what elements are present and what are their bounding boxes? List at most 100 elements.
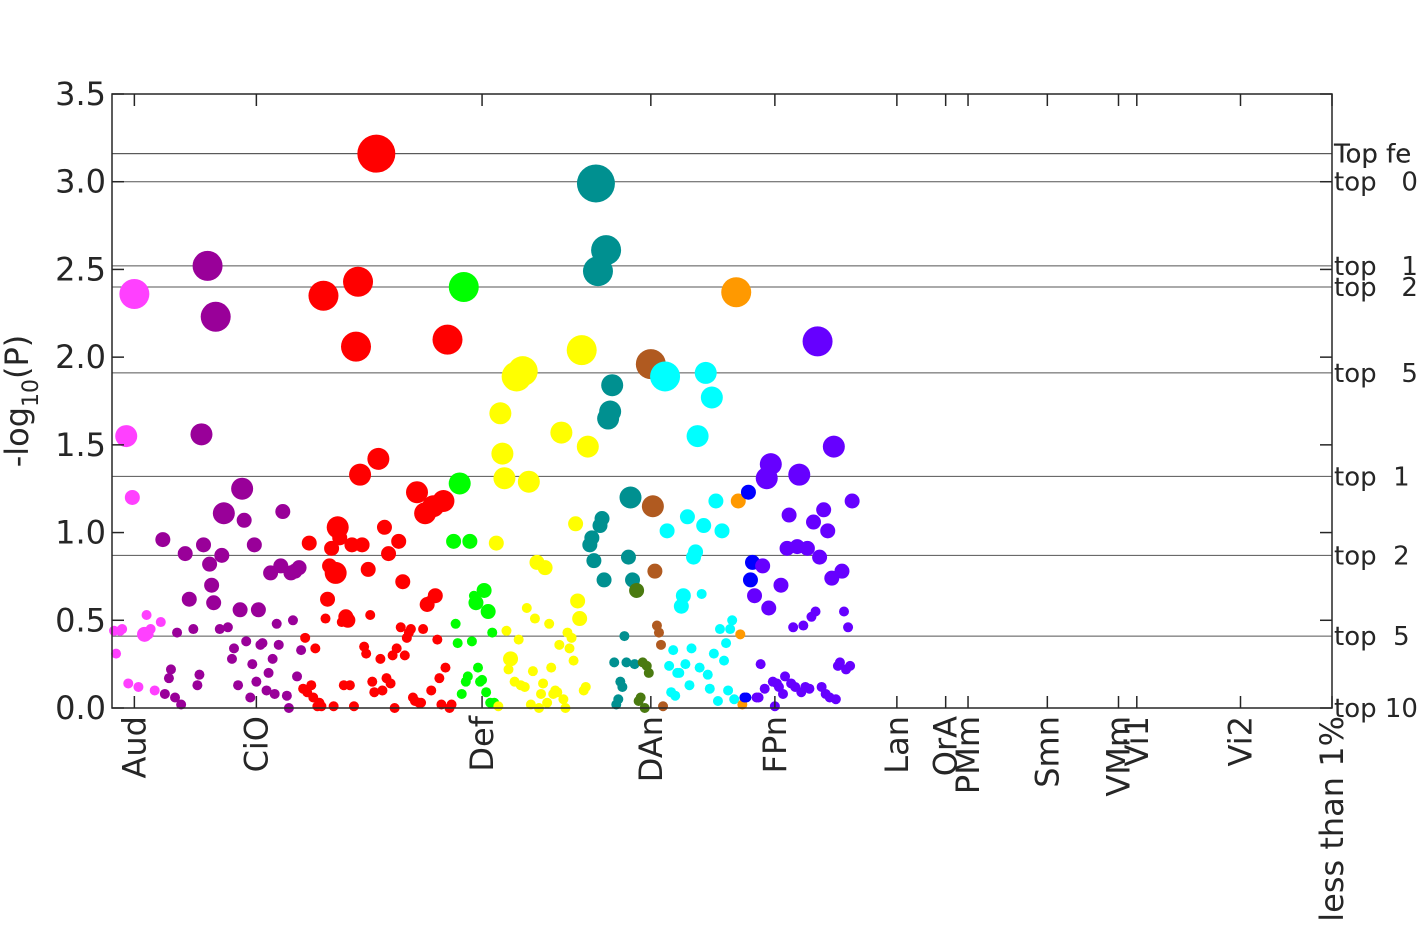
data-point (741, 692, 752, 703)
x-tick-label: VMm (1100, 716, 1138, 797)
data-point (641, 495, 664, 518)
data-point (301, 535, 317, 551)
data-point (656, 639, 666, 650)
data-point (448, 271, 479, 302)
data-point (799, 540, 815, 556)
data-point (694, 361, 717, 384)
data-point (190, 423, 213, 446)
data-point (316, 701, 327, 712)
data-point (369, 687, 380, 698)
data-point (365, 610, 376, 621)
data-point (507, 356, 538, 387)
data-point (473, 662, 483, 673)
y-tick-label: 2.0 (55, 338, 106, 376)
data-point (674, 667, 685, 678)
data-point (599, 400, 622, 423)
data-point (320, 613, 331, 624)
data-point (554, 639, 565, 650)
data-point (361, 648, 372, 659)
data-point (462, 671, 473, 682)
data-point (263, 667, 274, 678)
data-point (725, 624, 736, 635)
data-point (328, 701, 339, 712)
data-point (552, 687, 563, 698)
data-point (568, 655, 579, 666)
data-point (525, 699, 536, 710)
data-point (229, 643, 239, 654)
data-point (348, 701, 359, 712)
data-point (177, 546, 193, 562)
data-point (619, 486, 642, 509)
data-point (246, 537, 262, 553)
data-point (529, 613, 540, 624)
data-point (385, 678, 396, 689)
data-point (753, 692, 764, 703)
data-point (324, 540, 340, 556)
data-point (204, 577, 220, 593)
data-point (747, 588, 763, 604)
data-point (834, 657, 845, 668)
data-point (202, 556, 218, 572)
data-point (155, 532, 171, 548)
data-point (812, 549, 828, 565)
data-point (684, 680, 695, 691)
data-point (781, 507, 797, 523)
data-point (647, 563, 663, 579)
data-point (806, 514, 821, 530)
data-point (222, 622, 233, 633)
data-point (165, 664, 176, 675)
data-point (214, 547, 230, 563)
data-point (367, 447, 390, 470)
data-point (200, 301, 231, 332)
data-point (212, 502, 235, 525)
data-point (247, 659, 258, 670)
x-tick-label: less than 1% (1313, 716, 1351, 922)
data-point (546, 662, 557, 673)
data-point (820, 523, 836, 539)
data-point (133, 681, 144, 692)
data-point (141, 610, 152, 621)
data-point (124, 489, 140, 505)
data-point (119, 278, 150, 309)
data-point (432, 324, 463, 355)
data-point (542, 697, 553, 708)
data-point (456, 688, 467, 699)
y-axis-label-main: -log (0, 407, 36, 467)
data-point (233, 680, 244, 691)
data-point (572, 611, 588, 627)
y-tick-label: 3.5 (55, 75, 106, 113)
y-tick-label: 1.0 (55, 514, 106, 552)
threshold-label: top 5 (1334, 359, 1417, 389)
data-point (723, 685, 734, 696)
data-point (729, 694, 740, 705)
data-point (576, 164, 615, 203)
data-point (251, 676, 262, 687)
data-point (570, 593, 586, 609)
data-point (721, 638, 732, 649)
data-point (214, 624, 225, 635)
data-point (501, 625, 512, 636)
data-point (432, 634, 443, 645)
data-point (476, 582, 492, 598)
data-point (686, 425, 709, 448)
data-point (596, 572, 612, 588)
data-point (564, 643, 575, 654)
data-point (446, 533, 462, 549)
data-point (670, 690, 681, 701)
data-point (675, 588, 691, 604)
threshold-label: top 2 (1334, 273, 1417, 303)
data-point (609, 657, 620, 668)
data-point (377, 685, 388, 696)
data-point (503, 664, 514, 675)
data-point (613, 694, 624, 705)
data-point (798, 620, 809, 631)
data-point (688, 544, 704, 560)
data-point (111, 648, 122, 659)
data-point (432, 489, 455, 512)
data-point (275, 504, 291, 520)
data-point (788, 463, 811, 486)
data-point (236, 512, 252, 528)
data-point (269, 688, 280, 699)
data-point (172, 627, 183, 638)
